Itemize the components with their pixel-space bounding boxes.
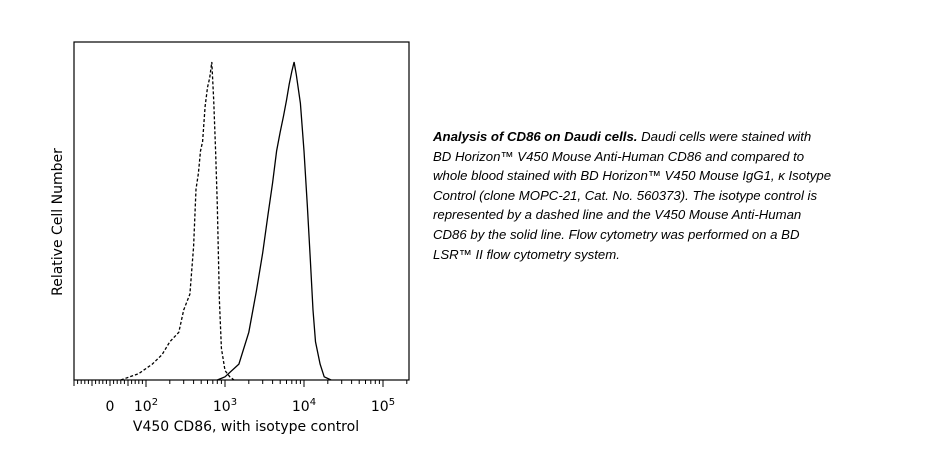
x-axis-title: V450 CD86, with isotype control: [133, 419, 359, 435]
cd86-solid-line: [217, 61, 332, 381]
caption-body: Daudi cells were stained with BD Horizon…: [433, 129, 832, 262]
caption-title: Analysis of CD86 on Daudi cells.: [433, 129, 638, 144]
x-tick-label: 103: [213, 397, 237, 415]
x-tick-label: 0: [106, 399, 115, 415]
y-axis-title: Relative Cell Number: [50, 148, 66, 296]
x-tick-label: 104: [292, 397, 316, 415]
series-layer: [120, 61, 332, 381]
isotype-control-dashed-line: [120, 61, 235, 381]
figure-caption: Analysis of CD86 on Daudi cells. Daudi c…: [433, 127, 833, 264]
x-tick-labels: 0 102 103 104 105: [106, 397, 396, 415]
x-tick-label: 102: [134, 397, 158, 415]
plot-frame: [73, 41, 410, 381]
x-tick-label: 105: [371, 397, 395, 415]
x-axis-minor-ticks: [73, 380, 408, 387]
